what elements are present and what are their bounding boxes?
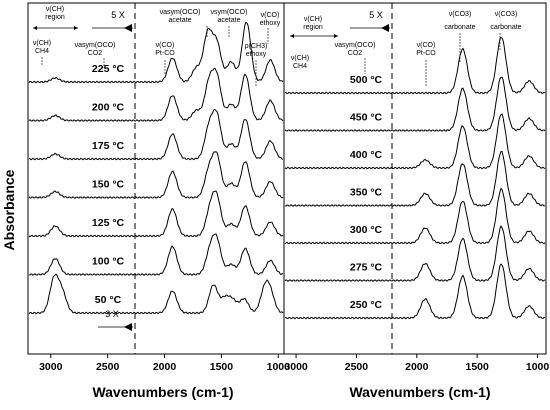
right-ch-region-label: ν(CH) [304,16,322,23]
right-ch4-label: CH4 [293,63,307,70]
left-x-tick-label: 2500 [96,361,120,373]
left-pt-co-label: Pt-CO [155,50,175,57]
right-temperature-label: 250 °C [350,299,383,311]
right-temperature-label: 350 °C [350,187,383,199]
left-magnification-bottom: 3 X [105,309,119,319]
right-temperature-label: 400 °C [350,149,383,161]
right-pt-co-label: Pt-CO [416,50,436,57]
left-co-ethoxy-label: ν(CO) [261,12,280,19]
left-temperature-label: 175 °C [92,140,125,152]
right-trace-300c [284,187,546,245]
left-x-axis-label: Wavenumbers (cm-1) [92,384,233,400]
left-pt-co-label: ν(CO) [156,42,175,49]
left-traces: 225 °C 200 °C 175 °C 150 °C 125 °C 100 °C 50 °… [28,21,284,315]
left-temperature-label: 150 °C [92,179,125,191]
left-magnification-top: 5 X [111,10,125,20]
left-acetate-sym-label: acetate [218,17,241,24]
right-temperature-label: 500 °C [350,74,383,86]
left-temperature-label: 50 °C [95,294,122,306]
right-trace-350c [284,150,546,207]
left-trace-50c [28,273,284,315]
right-x-tick-label: 2500 [345,361,369,373]
right-x-ticks: 3000 2500 2000 1500 1000 [284,354,549,373]
right-x-tick-label: 1000 [526,361,550,373]
left-ch3-ethoxy-label: ethoxy [246,51,267,58]
right-carbonate-1-label: carbonate [444,24,475,31]
right-x-tick-label: 3000 [284,361,308,373]
right-co2-label: νasym(OCO) [335,42,376,49]
right-temperature-label: 275 °C [350,262,383,274]
right-panel-frame [283,2,547,355]
left-magnification-arrow-head [124,24,132,32]
right-magnification-top: 5 X [369,10,383,20]
right-trace-400c [284,113,546,170]
right-panel: 500 °C 450 °C 400 °C 350 °C 300 °C 275 °C 250 … [283,2,549,400]
left-acetate-asym-label: νasym(OCO) [160,9,201,16]
right-carbonate-2-label: ν(CO3) [495,11,518,18]
left-acetate-sym-label: νsym(OCO) [211,9,248,16]
left-ch-region-label: ν(CH) [46,6,64,13]
right-x-tick-label: 1500 [466,361,490,373]
y-axis-label: Absorbance [1,169,17,250]
left-magnification-bottom-arrow-head [124,323,132,331]
left-trace-225c [28,21,284,84]
left-trace-200c [28,67,284,122]
right-x-axis-label: Wavenumbers (cm-1) [349,384,490,400]
left-panel: 225 °C 200 °C 175 °C 150 °C 125 °C 100 °C 50 °… [27,2,290,400]
left-ch4-label: CH4 [35,48,49,55]
left-temperature-label: 200 °C [92,102,125,114]
right-magnification-arrow-head [381,24,389,32]
left-x-ticks: 3000 2500 2000 1500 1000 [39,354,290,373]
right-ch4-label: ν(CH) [291,55,309,62]
left-co2-label: νasym(OCO) [75,42,116,49]
left-acetate-asym-label: acetate [169,17,192,24]
right-co2-label: CO2 [348,50,363,57]
left-x-tick-label: 1000 [267,361,291,373]
left-x-tick-label: 1500 [210,361,234,373]
right-ch-region-label: region [303,24,323,31]
left-ch-region-arrow-head-left [33,26,37,30]
left-temperature-label: 100 °C [92,256,125,268]
right-traces: 500 °C 450 °C 400 °C 350 °C 300 °C 275 °C 250 … [284,36,546,320]
left-ch-region-arrow-head-right [74,26,78,30]
left-x-tick-label: 3000 [39,361,63,373]
right-carbonate-1-label: ν(CO3) [449,11,472,18]
right-ch-region-arrow-head-left [290,34,294,38]
left-trace-175c [28,109,284,161]
right-trace-500c [284,36,546,95]
left-ch4-label: ν(CH) [33,40,51,47]
left-ch3-ethoxy-label: ρ(CH3) [245,43,268,50]
right-temperature-label: 450 °C [350,112,383,124]
left-co2-label: CO2 [88,50,103,57]
left-ch-region-label: region [45,14,65,21]
left-trace-100c [28,233,284,276]
right-x-tick-label: 2000 [405,361,429,373]
left-trace-125c [28,190,284,238]
right-trace-250c [284,263,546,320]
right-temperature-label: 300 °C [350,224,383,236]
left-temperature-label: 125 °C [92,217,125,229]
right-carbonate-2-label: carbonate [490,24,521,31]
right-trace-275c [284,225,546,282]
right-pt-co-label: ν(CO) [417,42,436,49]
right-ch-region-arrow-head-right [334,34,338,38]
right-trace-450c [284,76,546,132]
left-x-tick-label: 2000 [153,361,177,373]
left-trace-150c [28,151,284,199]
left-co-ethoxy-label: ethoxy [260,20,281,27]
left-temperature-label: 225 °C [92,63,125,75]
